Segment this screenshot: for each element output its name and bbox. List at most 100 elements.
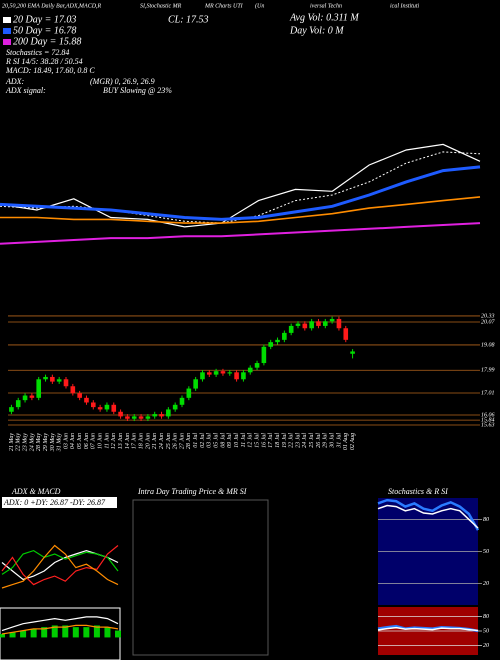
legend-text: R SI 14/5: 38.28 / 50.54	[5, 57, 83, 66]
candle-body	[131, 416, 137, 419]
header-text: (Un	[255, 2, 264, 9]
y-tick-label: 20.33	[481, 313, 495, 319]
series-line	[0, 143, 481, 228]
x-tick-label: 12 Jun	[111, 433, 117, 449]
candle-body	[247, 367, 253, 373]
candle-body	[118, 411, 123, 417]
candle-body	[316, 321, 321, 326]
candle-body	[350, 351, 355, 354]
y-tick-label: 50	[483, 549, 489, 555]
candle-body	[9, 407, 14, 412]
x-tick-label: 11 Jul	[241, 433, 247, 448]
histogram-bar	[9, 632, 16, 638]
candle-body	[234, 372, 239, 380]
x-tick-label: 24 Jun	[158, 433, 165, 449]
x-tick-label: 28 May	[36, 433, 42, 451]
x-tick-label: 01 Jul	[193, 433, 199, 448]
candle-body	[145, 416, 151, 419]
y-tick-label: 20.07	[481, 319, 496, 325]
x-tick-label: 25 Jun	[166, 433, 172, 449]
x-tick-label: 03 Jun	[63, 433, 69, 449]
x-tick-label: 02 Jul	[200, 433, 206, 448]
x-tick-label: 20 Jun	[145, 433, 151, 449]
legend-text: Stochastics = 72.84	[6, 48, 69, 57]
x-tick-label: 25 Jul	[309, 433, 315, 448]
y-tick-label: 50	[483, 628, 489, 634]
candle-body	[159, 414, 164, 417]
candle-body	[138, 416, 144, 419]
candle-body	[309, 321, 314, 329]
x-tick-label: 29 May	[43, 433, 49, 451]
y-tick-label: 15.84	[481, 416, 495, 423]
candle-body	[193, 379, 198, 389]
x-tick-label: 16 Jul	[261, 433, 267, 448]
y-tick-label: 17.99	[481, 368, 495, 374]
x-tick-label: 22 May	[16, 433, 22, 451]
candle-body	[179, 397, 185, 405]
x-tick-label: 24 Jul	[301, 433, 308, 448]
histogram-bar	[41, 627, 48, 638]
x-tick-label: 09 Jul	[227, 433, 233, 448]
panel-title: ADX & MACD	[11, 487, 61, 496]
adx-text: BUY Slowing @ 23%	[103, 86, 172, 95]
x-tick-label: 22 Jul	[289, 433, 295, 448]
series-line	[0, 165, 481, 221]
header-text: SI,Stochastic MR	[140, 3, 182, 9]
candle-body	[261, 346, 267, 364]
intraday-panel	[132, 499, 269, 656]
candle-body	[227, 372, 233, 374]
panel-annotation: ADX: 0 +DY: 26.87 -DY: 26.87	[3, 498, 106, 507]
header-text: ical Instituti	[390, 3, 419, 9]
legend-text: 200 Day = 15.88	[13, 36, 81, 47]
x-tick-label: 29 Jul	[323, 433, 329, 448]
x-tick-label: 04 Jun	[69, 433, 76, 449]
panel-title: Stochastics & R SI	[388, 487, 448, 496]
candle-body	[275, 339, 280, 343]
series-line	[1, 616, 119, 632]
candle-body	[295, 323, 301, 326]
series-line	[377, 498, 480, 531]
x-tick-label: 28 Jun	[186, 433, 192, 449]
x-tick-label: 13 Jun	[118, 433, 124, 449]
candle-body	[329, 318, 335, 322]
adx-text: ADX:	[5, 77, 25, 86]
histogram-bar	[83, 627, 90, 638]
legend-swatch	[3, 17, 11, 23]
x-tick-label: 10 Jun	[97, 433, 103, 449]
x-tick-label: 06 Jun	[84, 433, 90, 449]
candle-body	[200, 372, 205, 380]
y-tick-label: 80	[483, 614, 489, 620]
candle-body	[254, 363, 260, 368]
series-line	[1, 624, 119, 635]
y-tick-label: 19.08	[481, 342, 495, 348]
avg-volume: Avg Vol: 0.311 M	[289, 12, 359, 23]
candle-body	[50, 376, 55, 382]
candle-body	[152, 414, 158, 417]
legend-swatch	[3, 28, 11, 34]
candle-body	[288, 325, 294, 333]
series-line	[1, 549, 119, 575]
candle-body	[43, 376, 48, 380]
x-tick-label: 18 Jul	[275, 433, 281, 448]
y-tick-label: 80	[483, 517, 489, 523]
series-line	[1, 544, 119, 589]
x-tick-label: 02 Aug	[350, 433, 356, 450]
day-volume: Day Vol: 0 M	[289, 25, 344, 36]
y-tick-label: 20	[483, 581, 489, 587]
histogram-bar	[93, 625, 100, 638]
candle-body	[97, 407, 103, 410]
histogram-bar	[0, 634, 5, 638]
x-tick-label: 05 Jun	[77, 433, 83, 449]
histogram-bar	[51, 625, 58, 638]
x-tick-label: 23 May	[22, 433, 28, 451]
x-tick-label: 08 Jul	[220, 433, 226, 448]
header-text: MR Charts UTI	[204, 3, 244, 9]
legend-text: MACD: 18.49, 17.60, 0.8 C	[5, 66, 95, 75]
x-tick-label: 03 Jul	[207, 433, 213, 448]
candle-body	[213, 371, 219, 375]
series-line	[1, 545, 119, 586]
candle-body	[104, 404, 110, 410]
header-text: iversal Techn	[310, 3, 342, 9]
